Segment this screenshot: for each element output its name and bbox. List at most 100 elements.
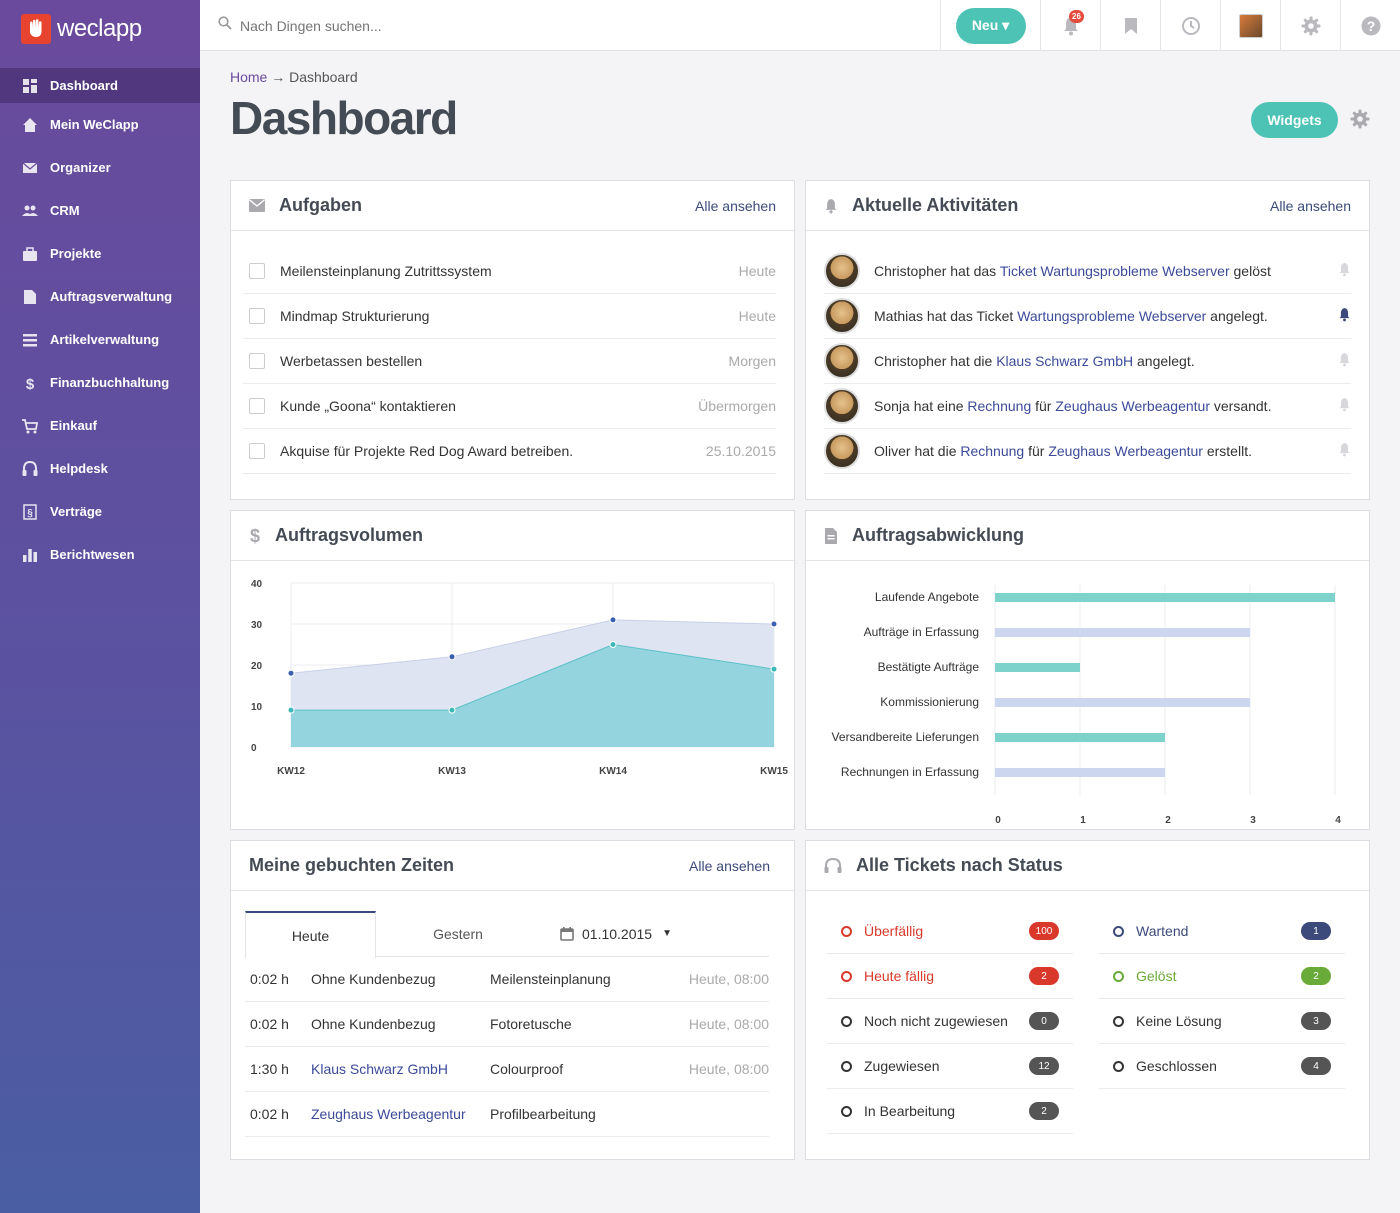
series-area [291, 644, 774, 747]
category-label: Laufende Angebote [875, 590, 979, 604]
profile-button[interactable] [1220, 0, 1280, 51]
avatar[interactable] [824, 388, 860, 424]
time-customer[interactable]: Zeughaus Werbeagentur [311, 1106, 466, 1122]
task-checkbox[interactable] [249, 308, 265, 324]
activity-link[interactable]: Rechnung [960, 443, 1025, 459]
ticket-count-badge: 4 [1301, 1057, 1331, 1075]
time-task: Colourproof [490, 1061, 564, 1077]
sidebar-item-helpdesk[interactable]: Helpdesk [0, 447, 200, 490]
ticket-status-label: Geschlossen [1136, 1058, 1217, 1074]
sidebar-item-verträge[interactable]: § Verträge [0, 490, 200, 533]
search-input[interactable] [240, 17, 840, 34]
help-icon: ? [1361, 16, 1380, 35]
ticket-status-geschlossen[interactable]: Geschlossen 4 [1099, 1044, 1345, 1089]
logo-hand-icon [21, 14, 51, 44]
sidebar-item-label: CRM [50, 203, 80, 218]
calendar-icon [560, 926, 574, 941]
tasks-view-all-link[interactable]: Alle ansehen [695, 197, 776, 214]
avatar[interactable] [824, 433, 860, 469]
widgets-button[interactable]: Widgets [1251, 102, 1338, 138]
ticket-status-label: Heute fällig [864, 968, 935, 984]
bar [995, 628, 1250, 637]
task-label[interactable]: Akquise für Projekte Red Dog Award betre… [280, 443, 574, 459]
x-tick-label: KW12 [277, 766, 305, 777]
bookmarks-button[interactable] [1100, 0, 1160, 51]
activity-link[interactable]: Ticket Wartungsprobleme Webserver [999, 263, 1230, 279]
bell-icon[interactable] [1338, 352, 1351, 370]
topbar: Neu ▾ 26 ? [200, 0, 1400, 51]
ticket-status-keine-lösung[interactable]: Keine Lösung 3 [1099, 999, 1345, 1044]
bell-icon[interactable] [1338, 442, 1351, 460]
booked-times-title: Meine gebuchten Zeiten [249, 855, 455, 875]
times-tabs: Heute Gestern 01.10.2015 ▼ [245, 911, 769, 958]
activity-link[interactable]: Zeughaus Werbeagentur [1055, 398, 1210, 414]
sidebar-item-auftragsverwaltung[interactable]: Auftragsverwaltung [0, 275, 200, 318]
sidebar-item-crm[interactable]: CRM [0, 189, 200, 232]
sidebar-item-einkauf[interactable]: Einkauf [0, 404, 200, 447]
task-due-date: Heute [738, 263, 776, 279]
notifications-button[interactable]: 26 [1040, 0, 1100, 51]
activity-link[interactable]: Klaus Schwarz GmbH [996, 353, 1134, 369]
headset-icon [824, 857, 842, 874]
activity-link[interactable]: Zeughaus Werbeagentur [1048, 443, 1203, 459]
task-checkbox[interactable] [249, 398, 265, 414]
history-button[interactable] [1160, 0, 1220, 51]
task-due-date: Morgen [728, 353, 776, 369]
bell-icon[interactable] [1338, 262, 1351, 280]
ticket-status-noch-nicht-zugewiesen[interactable]: Noch nicht zugewiesen 0 [827, 999, 1073, 1044]
sidebar-item-label: Finanzbuchhaltung [50, 375, 170, 390]
tab-yesterday[interactable]: Gestern [433, 925, 483, 942]
avatar[interactable] [824, 298, 860, 334]
task-label[interactable]: Mindmap Strukturierung [280, 308, 430, 324]
task-label[interactable]: Werbetassen bestellen [280, 353, 423, 369]
task-item: Kunde „Goona“ kontaktieren Übermorgen [243, 384, 776, 429]
sidebar-item-berichtwesen[interactable]: Berichtwesen [0, 533, 200, 576]
activity-link[interactable]: Wartungsprobleme Webserver [1017, 308, 1207, 324]
sidebar-item-label: Helpdesk [50, 461, 108, 476]
ticket-status-heute-fällig[interactable]: Heute fällig 2 [827, 954, 1073, 999]
logo[interactable]: weclapp [0, 0, 200, 58]
sidebar-item-projekte[interactable]: Projekte [0, 232, 200, 275]
avatar[interactable] [824, 253, 860, 289]
sidebar-item-organizer[interactable]: Organizer [0, 146, 200, 189]
search-bar[interactable] [218, 0, 918, 51]
time-task: Meilensteinplanung [490, 971, 611, 987]
task-checkbox[interactable] [249, 353, 265, 369]
booked-times-view-all-link[interactable]: Alle ansehen [689, 857, 770, 874]
help-button[interactable]: ? [1340, 0, 1400, 51]
ticket-status-gelöst[interactable]: Gelöst 2 [1099, 954, 1345, 999]
sidebar-item-mein-weclapp[interactable]: Mein WeClapp [0, 103, 200, 146]
x-tick-label: KW14 [599, 766, 627, 777]
tickets-widget: Alle Tickets nach Status Überfällig 100 He… [805, 840, 1370, 1160]
task-checkbox[interactable] [249, 443, 265, 459]
activity-text-part: erstellt. [1202, 443, 1252, 459]
sidebar-item-finanzbuchhaltung[interactable]: $ Finanzbuchhaltung [0, 361, 200, 404]
activity-text-part: für [1024, 443, 1049, 459]
date-picker[interactable]: 01.10.2015 ▼ [560, 911, 672, 956]
sidebar-item-dashboard[interactable]: Dashboard [0, 68, 200, 103]
ticket-status-in-bearbeitung[interactable]: In Bearbeitung 2 [827, 1089, 1073, 1134]
dashboard-settings-button[interactable] [1350, 109, 1370, 134]
task-label[interactable]: Kunde „Goona“ kontaktieren [280, 398, 456, 414]
ticket-status-überfällig[interactable]: Überfällig 100 [827, 909, 1073, 954]
bar [995, 768, 1165, 777]
bell-icon[interactable] [1338, 307, 1351, 325]
new-button[interactable]: Neu ▾ [955, 7, 1026, 44]
task-label[interactable]: Meilensteinplanung Zutrittssystem [280, 263, 492, 279]
breadcrumb-home[interactable]: Home [230, 69, 268, 85]
activities-view-all-link[interactable]: Alle ansehen [1270, 197, 1351, 214]
time-customer[interactable]: Klaus Schwarz GmbH [311, 1061, 448, 1077]
ticket-status-wartend[interactable]: Wartend 1 [1099, 909, 1345, 954]
time-task: Fotoretusche [490, 1016, 572, 1032]
task-checkbox[interactable] [249, 263, 265, 279]
activity-link[interactable]: Rechnung [967, 398, 1032, 414]
tab-today[interactable]: Heute [245, 911, 376, 958]
x-tick-label: KW15 [760, 766, 788, 777]
settings-button[interactable] [1280, 0, 1340, 51]
avatar[interactable] [824, 343, 860, 379]
bell-icon[interactable] [1338, 397, 1351, 415]
tasks-title: Aufgaben [279, 195, 362, 215]
time-when: Heute, 08:00 [688, 971, 769, 987]
sidebar-item-artikelverwaltung[interactable]: Artikelverwaltung [0, 318, 200, 361]
ticket-status-zugewiesen[interactable]: Zugewiesen 12 [827, 1044, 1073, 1089]
